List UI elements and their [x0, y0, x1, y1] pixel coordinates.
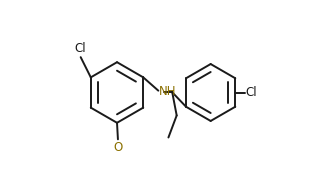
Text: Cl: Cl [246, 86, 257, 99]
Text: O: O [113, 141, 122, 154]
Text: Cl: Cl [74, 42, 86, 55]
Text: NH: NH [159, 85, 177, 98]
